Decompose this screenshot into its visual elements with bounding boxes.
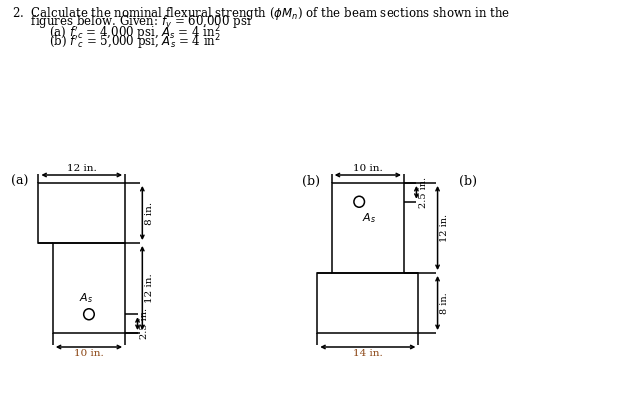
Text: 12 in.: 12 in. — [441, 214, 449, 242]
Text: 12 in.: 12 in. — [145, 273, 154, 303]
Text: (a): (a) — [11, 175, 29, 188]
Text: (b) $f'_c$ = 5,000 psi, $A_s$ = 4 in$^2$: (b) $f'_c$ = 5,000 psi, $A_s$ = 4 in$^2$ — [11, 32, 221, 52]
Text: $A_s$: $A_s$ — [79, 291, 93, 305]
Text: 2.  Calculate the nominal flexural strength ($\phi M_n$) of the beam sections sh: 2. Calculate the nominal flexural streng… — [11, 5, 510, 22]
Text: 10 in.: 10 in. — [74, 349, 104, 358]
Text: 8 in.: 8 in. — [145, 202, 154, 225]
Text: (b): (b) — [302, 175, 320, 188]
Text: figures below. Given: $f_y$ = 60,000 psi: figures below. Given: $f_y$ = 60,000 psi — [11, 14, 251, 32]
Text: 10 in.: 10 in. — [353, 164, 383, 173]
Text: 14 in.: 14 in. — [353, 349, 383, 358]
Text: (b): (b) — [459, 175, 477, 188]
Text: 8 in.: 8 in. — [441, 292, 449, 314]
Text: 2.5 in.: 2.5 in. — [419, 177, 428, 208]
Text: (a) $f'_c$ = 4,000 psi, $A_s$ = 4 in$^2$: (a) $f'_c$ = 4,000 psi, $A_s$ = 4 in$^2$ — [11, 23, 220, 43]
Text: 12 in.: 12 in. — [67, 164, 97, 173]
Text: 2.5 in.: 2.5 in. — [140, 308, 149, 339]
Text: $A_s$: $A_s$ — [362, 211, 376, 225]
